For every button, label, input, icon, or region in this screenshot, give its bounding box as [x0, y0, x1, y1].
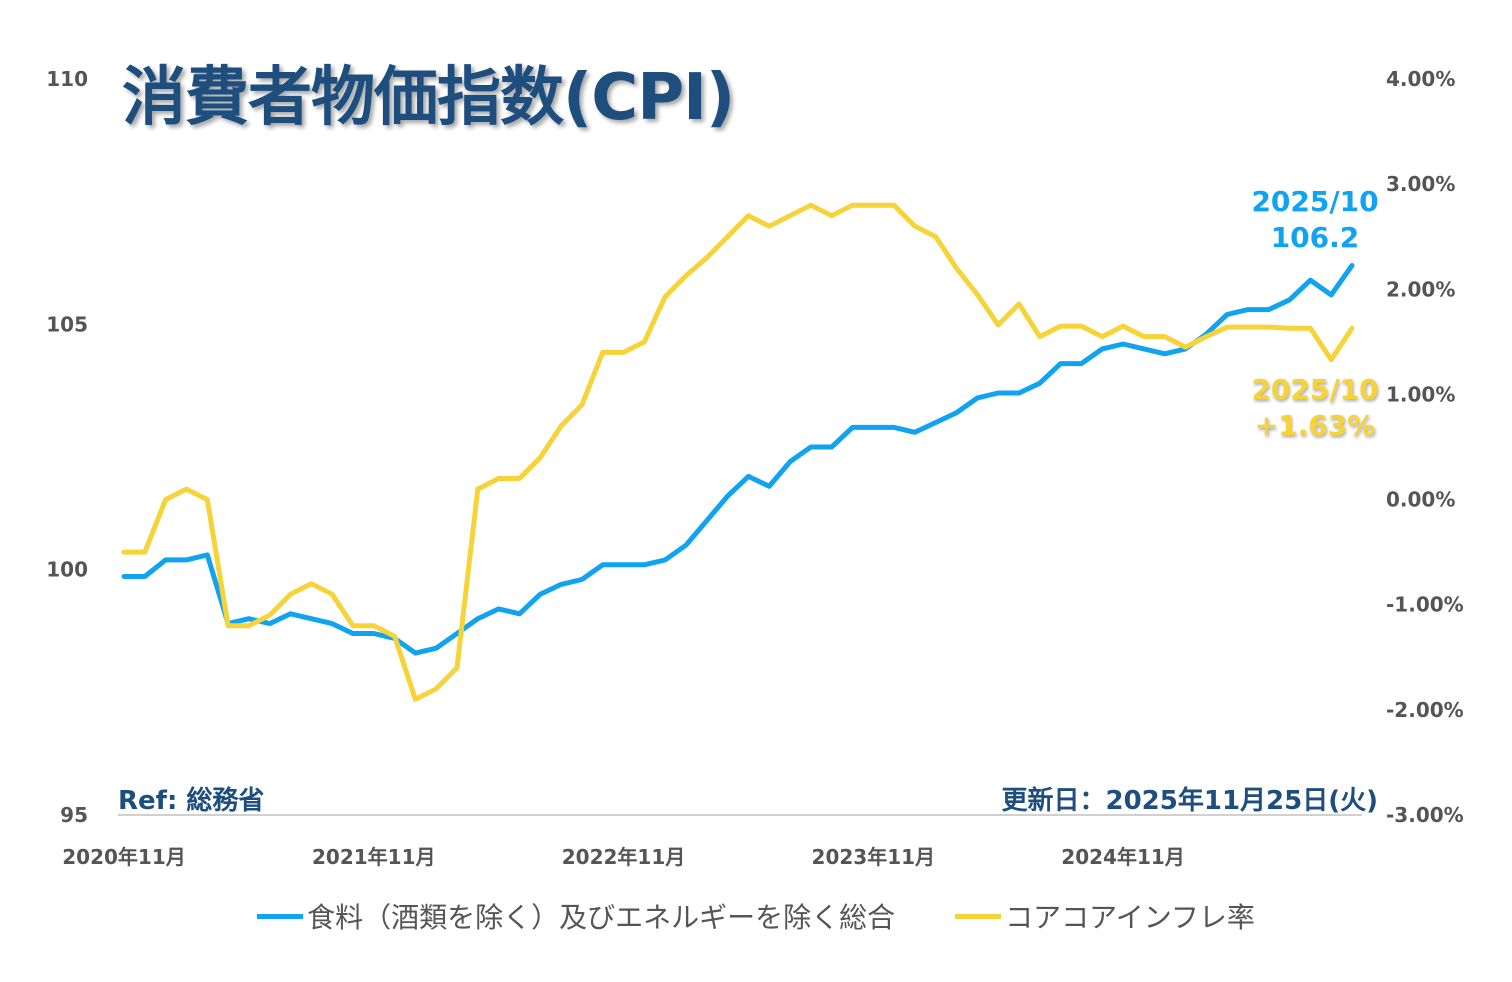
legend-swatch-yellow	[955, 913, 1002, 919]
latest-inflation-annotation: 2025/10 +1.63%	[1250, 372, 1380, 444]
left-axis-tick-label: 110	[46, 67, 88, 91]
series-line-core-index	[121, 263, 1355, 656]
left-axis-tick-label: 100	[46, 558, 88, 582]
chart-title: 消費者物価指数(CPI)	[122, 61, 735, 135]
legend-label: 食料（酒類を除く）及びエネルギーを除く総合	[307, 901, 896, 934]
left-axis-tick-label: 95	[60, 803, 88, 827]
right-axis-tick-label: 3.00%	[1386, 172, 1455, 196]
right-axis-tick-label: 1.00%	[1386, 382, 1455, 406]
updated-date: 更新日：2025年11月25日(火)	[1001, 786, 1379, 816]
left-axis-tick-label: 105	[46, 312, 88, 336]
legend-item-core-index: 食料（酒類を除く）及びエネルギーを除く総合	[257, 896, 895, 936]
latest-index-annotation: 2025/10 106.2	[1250, 184, 1380, 256]
x-axis-tick-label: 2022年11月	[562, 845, 686, 869]
x-axis-tick-label: 2024年11月	[1061, 845, 1185, 869]
latest-inflation-value: +1.63%	[1254, 409, 1376, 442]
latest-inflation-date: 2025/10	[1251, 373, 1379, 406]
right-axis-tick-label: 2.00%	[1386, 277, 1455, 301]
x-axis-tick-label: 2020年11月	[62, 845, 186, 869]
legend-item-core-inflation: コアコアインフレ率	[955, 896, 1255, 936]
series-line-core-inflation	[121, 202, 1355, 702]
legend: 食料（酒類を除く）及びエネルギーを除く総合 コアコアインフレ率	[0, 896, 1512, 936]
x-axis-tick-label: 2023年11月	[812, 845, 936, 869]
source-reference: Ref: 総務省	[118, 786, 265, 816]
x-axis-tick-label: 2021年11月	[312, 845, 436, 869]
right-axis-tick-label: -1.00%	[1386, 593, 1464, 617]
right-axis-tick-label: -2.00%	[1386, 698, 1464, 722]
legend-label: コアコアインフレ率	[1005, 901, 1255, 934]
latest-index-date: 2025/10	[1251, 185, 1379, 218]
right-axis-tick-label: 4.00%	[1386, 67, 1455, 91]
latest-index-value: 106.2	[1270, 221, 1360, 254]
right-axis-tick-label: -3.00%	[1386, 803, 1464, 827]
right-axis-tick-label: 0.00%	[1386, 488, 1455, 512]
legend-swatch-blue	[257, 913, 304, 919]
